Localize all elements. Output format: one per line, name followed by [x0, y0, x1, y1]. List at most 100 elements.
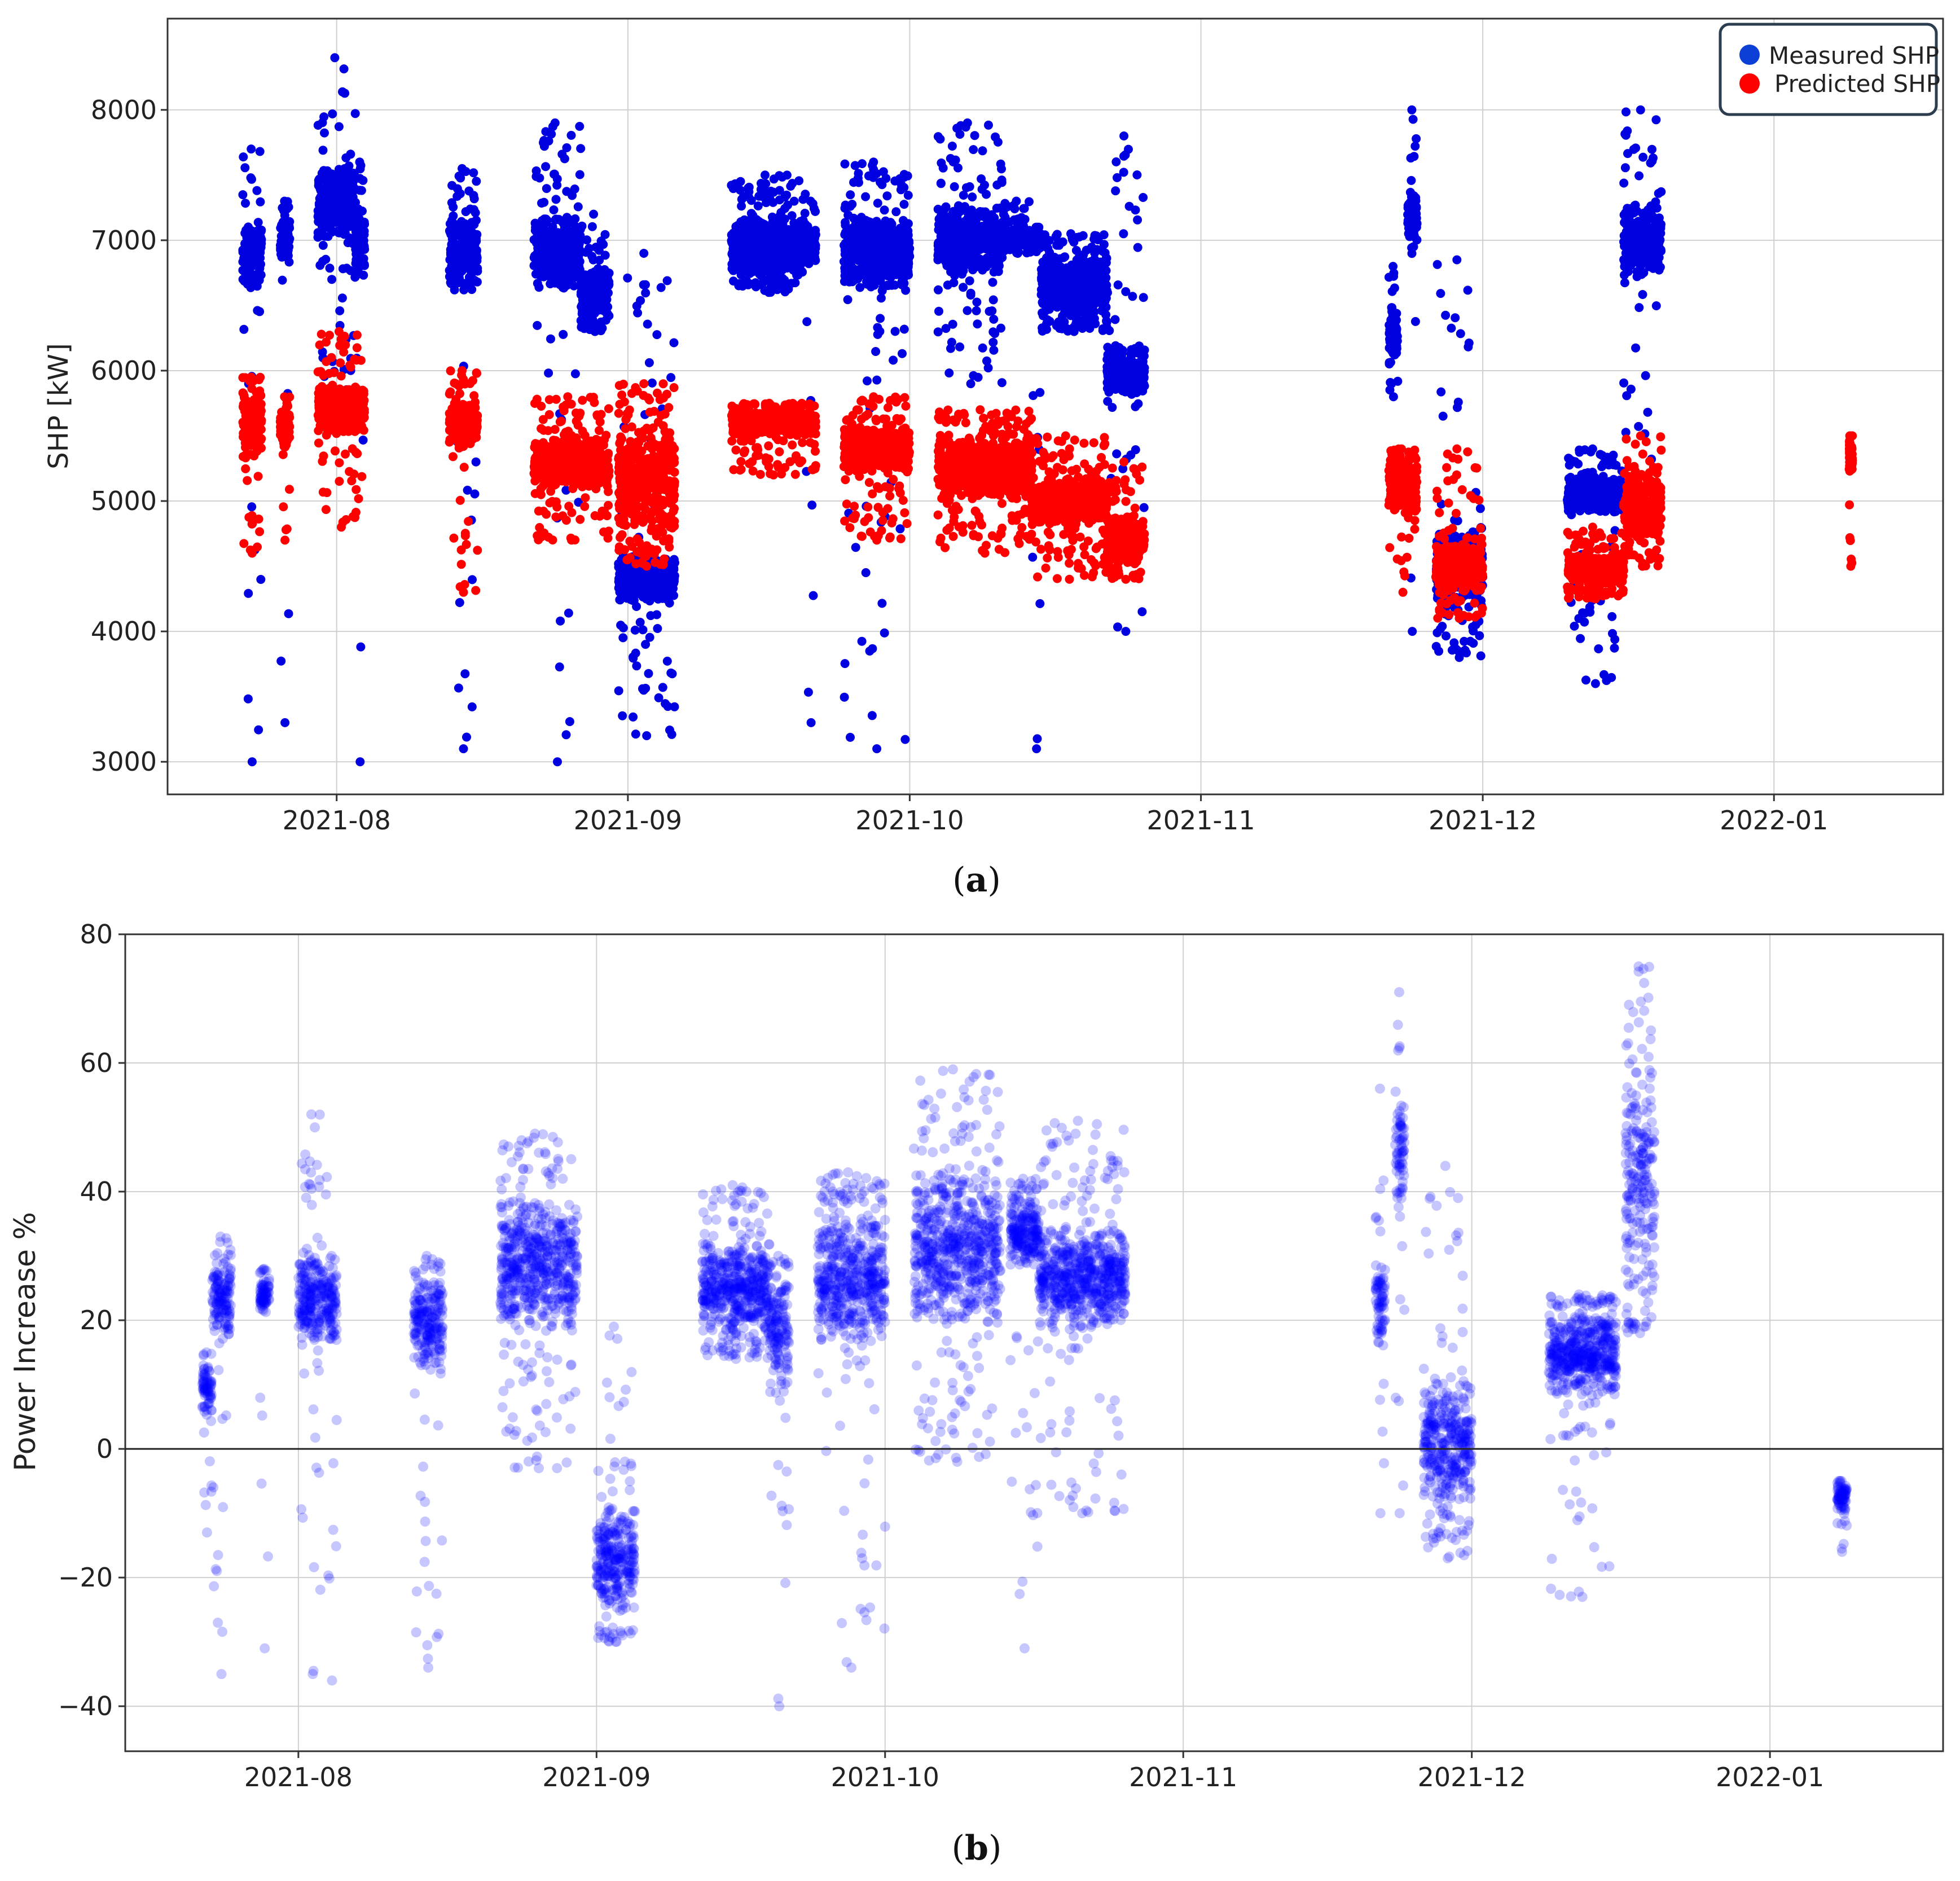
point-a-0 [1119, 131, 1128, 140]
point-a-0 [951, 232, 960, 241]
point-a-0 [326, 201, 335, 210]
point-a-0 [841, 201, 850, 210]
point-a-0 [997, 164, 1006, 173]
point-a-0 [890, 246, 899, 255]
point-a-0 [247, 144, 256, 153]
point-a-0 [731, 222, 740, 231]
point-a-0 [987, 306, 996, 315]
point-a-0 [805, 259, 814, 268]
point-a-0 [536, 271, 545, 280]
point-a-0 [319, 146, 328, 155]
point-a-0 [627, 592, 636, 601]
point-a-0 [632, 602, 641, 611]
point-a-0 [1101, 248, 1110, 257]
point-a-0 [568, 254, 577, 263]
point-a-0 [1032, 744, 1041, 753]
point-a-0 [1108, 365, 1117, 374]
point-a-0 [342, 263, 351, 273]
point-a-0 [862, 568, 871, 577]
point-a-0 [570, 184, 579, 194]
point-a-0 [741, 243, 750, 252]
point-a-0 [547, 267, 556, 276]
point-a-0 [1137, 607, 1146, 616]
point-a-0 [1043, 244, 1052, 253]
point-a-0 [355, 157, 364, 166]
point-a-0 [879, 266, 888, 275]
point-a-0 [453, 241, 462, 250]
point-a-0 [642, 731, 651, 740]
point-a-0 [1069, 297, 1078, 306]
point-a-0 [1058, 275, 1067, 284]
point-a-0 [1121, 627, 1130, 636]
point-a-0 [942, 203, 951, 212]
point-a-0 [532, 166, 541, 175]
point-a-0 [447, 181, 456, 190]
point-a-0 [804, 688, 813, 697]
point-a-0 [670, 339, 679, 348]
point-a-0 [359, 271, 368, 280]
point-a-0 [934, 307, 943, 316]
point-a-0 [633, 309, 642, 318]
point-a-0 [543, 252, 552, 261]
point-a-0 [669, 565, 678, 574]
point-a-0 [645, 358, 654, 367]
point-a-0 [904, 259, 913, 268]
point-a-0 [570, 214, 579, 223]
point-a-0 [1031, 223, 1040, 232]
point-a-0 [542, 184, 551, 193]
point-a-0 [544, 368, 553, 377]
point-a-0 [318, 118, 327, 127]
point-a-0 [323, 223, 332, 232]
point-a-0 [562, 730, 571, 739]
point-a-0 [1082, 275, 1091, 284]
point-a-0 [314, 228, 323, 237]
point-a-0 [841, 160, 850, 169]
point-a-0 [969, 145, 978, 154]
point-a-0 [763, 187, 772, 196]
point-a-0 [551, 118, 560, 128]
point-a-0 [561, 265, 570, 274]
point-a-0 [553, 174, 562, 183]
point-a-0 [560, 230, 569, 239]
point-a-0 [900, 325, 909, 334]
point-a-0 [872, 376, 881, 385]
point-a-0 [584, 315, 593, 324]
point-a-0 [1096, 258, 1105, 267]
point-a-0 [548, 277, 557, 286]
point-a-0 [547, 130, 556, 139]
point-a-0 [589, 210, 598, 219]
point-a-0 [969, 260, 978, 269]
point-a-0 [616, 562, 625, 572]
point-a-0 [340, 64, 349, 73]
point-a-0 [934, 327, 943, 336]
point-a-0 [1049, 280, 1058, 289]
point-a-0 [807, 718, 816, 727]
point-a-0 [631, 649, 640, 658]
point-a-0 [887, 231, 896, 240]
point-a-0 [539, 198, 548, 207]
point-a-0 [449, 212, 458, 221]
point-a-0 [771, 223, 780, 232]
point-a-0 [768, 198, 777, 207]
point-a-0 [1013, 218, 1022, 227]
point-a-0 [658, 683, 667, 692]
point-a-0 [559, 330, 568, 339]
point-a-0 [463, 229, 472, 238]
point-a-0 [879, 167, 888, 176]
point-a-0 [454, 278, 463, 287]
point-a-0 [1119, 168, 1128, 177]
point-a-0 [943, 256, 952, 265]
point-a-0 [1053, 230, 1062, 239]
point-a-0 [891, 327, 900, 336]
point-a-0 [851, 543, 860, 552]
point-a-0 [473, 264, 482, 273]
point-a-0 [877, 599, 886, 608]
point-a-0 [770, 263, 779, 272]
point-a-0 [668, 669, 677, 678]
point-a-0 [739, 192, 748, 201]
point-a-0 [636, 296, 645, 305]
point-a-0 [591, 327, 600, 336]
point-a-0 [978, 146, 987, 155]
point-a-0 [1058, 285, 1067, 295]
point-a-0 [648, 379, 657, 388]
